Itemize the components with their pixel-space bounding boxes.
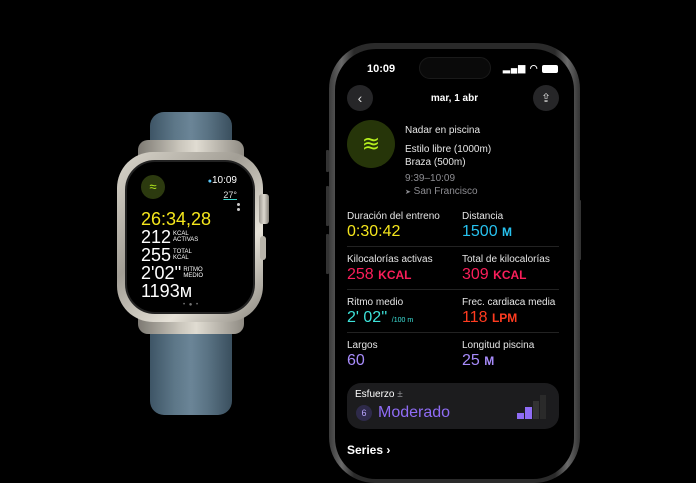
status-time: 10:09 [367, 63, 396, 75]
metric-label: Duración del entreno [347, 211, 440, 222]
metric-unit: TOTAL [173, 249, 192, 255]
back-button[interactable]: ‹ [347, 85, 373, 111]
status-icons: ▂▄▆ ◠ [503, 63, 559, 74]
divider [347, 246, 559, 247]
metric-unit: /100 m [391, 317, 414, 324]
watch-crown[interactable] [259, 194, 269, 224]
effort-badge: 6 [356, 405, 372, 421]
metric-label: MEDIO [183, 273, 204, 279]
metric-value: 0:30:42 [347, 223, 457, 241]
metric-unit: KCAL [378, 268, 412, 282]
metric-value: 118 LPM [462, 309, 572, 327]
share-button[interactable]: ⇪ [533, 85, 559, 111]
metric-number: 60 [347, 352, 365, 369]
metric-number: 0:30:42 [347, 223, 401, 240]
metric-value: 60 [347, 352, 457, 370]
metric-number: 25 [462, 352, 480, 369]
metric-number: 118 [462, 309, 488, 326]
scroll-indicator [237, 203, 241, 213]
divider [347, 289, 559, 290]
metric-value: 212 [141, 227, 172, 247]
watch-metric: 212 KCAL ACTIVAS [141, 228, 198, 246]
watch-metric: 2'02'' RITMO MEDIO [141, 264, 203, 282]
metric-number: 1500 [462, 223, 498, 240]
signal-icon: ▂▄▆ [503, 63, 527, 73]
metric-cell: Longitud piscina 25 M [462, 340, 572, 370]
metric-cell: Total de kilocalorías 309 KCAL [462, 254, 572, 284]
phone-volume-down[interactable] [326, 234, 329, 274]
metric-unit: LPM [491, 311, 518, 325]
effort-value: Moderado [378, 404, 451, 421]
metric-value: 309 KCAL [462, 266, 572, 284]
series-label: Series [347, 443, 384, 457]
effort-level-icon [517, 395, 547, 419]
metric-value: 25 M [462, 352, 572, 370]
metric-unit: KCAL [173, 231, 189, 237]
metric-label: Ritmo medio [347, 297, 404, 308]
phone-action-button[interactable] [326, 150, 329, 172]
metric-value: 2'02'' [141, 263, 182, 283]
metric-unit: KCAL [493, 268, 527, 282]
watch-elapsed: 26:34,28 [141, 209, 212, 229]
effort-card[interactable]: Esfuerzo ± 6 Moderado [347, 383, 559, 429]
chevron-right-icon: › [386, 443, 391, 457]
plus-minus-icon: ± [397, 389, 403, 400]
metric-cell: Distancia 1500 M [462, 211, 572, 241]
metric-label: Longitud piscina [462, 340, 535, 351]
metric-cell: Largos 60 [347, 340, 457, 370]
phone-volume-up[interactable] [326, 186, 329, 226]
metric-label: Distancia [462, 211, 504, 222]
watch-screen: ≈ ●10:09 27° 26:34,28 212 KCAL ACTIVAS 255… [125, 160, 255, 314]
watch-metric: 1193м [141, 282, 192, 300]
metric-number: 258 [347, 266, 374, 283]
metric-value: 255 [141, 245, 172, 265]
metric-label: Largos [347, 340, 378, 351]
watch-temperature: 27° [223, 190, 237, 200]
metric-cell: Ritmo medio 2' 02'' /100 m [347, 297, 457, 330]
metric-cell: Kilocalorías activas 258 KCAL [347, 254, 457, 284]
chevron-left-icon: ‹ [357, 90, 363, 106]
metric-cell: Duración del entreno 0:30:42 [347, 211, 457, 241]
metric-number: 309 [462, 266, 489, 283]
metric-value: 2' 02'' /100 m [347, 309, 457, 330]
location-text: San Francisco [413, 186, 478, 197]
metric-number: 2' 02'' [347, 309, 388, 326]
share-icon: ⇪ [540, 91, 552, 105]
series-link[interactable]: Series › [347, 443, 390, 457]
workout-stroke: Estilo libre (1000m) [405, 144, 492, 155]
divider [347, 332, 559, 333]
metric-value: 1193м [141, 281, 193, 301]
page-dots: • ● • [183, 302, 200, 308]
metric-cell: Frec. cardiaca media 118 LPM [462, 297, 572, 327]
metric-unit: M [502, 225, 513, 239]
battery-icon [542, 64, 559, 73]
phone-screen: 10:09 ▂▄▆ ◠ ‹ mar, 1 abr ⇪ ≋ Nadar en pi… [335, 49, 574, 479]
workout-location: ➤ San Francisco [405, 186, 478, 199]
watch-time-text: 10:09 [211, 175, 237, 186]
wifi-icon: ◠ [529, 63, 539, 73]
metric-label: ACTIVAS [173, 237, 199, 243]
workout-time-range: 9:39–10:09 [405, 173, 456, 184]
water-drop-icon: ● [207, 178, 212, 185]
effort-label: Esfuerzo ± [355, 389, 403, 401]
effort-label-text: Esfuerzo [355, 389, 395, 400]
dynamic-island [419, 57, 491, 79]
location-arrow-icon: ➤ [405, 189, 411, 196]
metric-value: 1500 M [462, 223, 572, 241]
metric-label: KCAL [173, 255, 189, 261]
watch-metric: 255 TOTAL KCAL [141, 246, 192, 264]
metric-label: Kilocalorías activas [347, 254, 433, 265]
workout-stroke: Braza (500m) [405, 157, 466, 168]
metric-label: Frec. cardiaca media [462, 297, 556, 308]
metric-unit: M [484, 354, 495, 368]
swimmer-icon: ≈ [141, 175, 165, 199]
workout-name: Nadar en piscina [405, 125, 481, 136]
page-title: mar, 1 abr [430, 93, 479, 104]
swimmer-icon: ≋ [347, 120, 395, 168]
metric-unit: RITMO [183, 267, 203, 273]
metric-label: Total de kilocalorías [462, 254, 550, 265]
metric-value: 258 KCAL [347, 266, 457, 284]
watch-time: ●10:09 [208, 175, 237, 188]
watch-side-button[interactable] [260, 236, 266, 260]
